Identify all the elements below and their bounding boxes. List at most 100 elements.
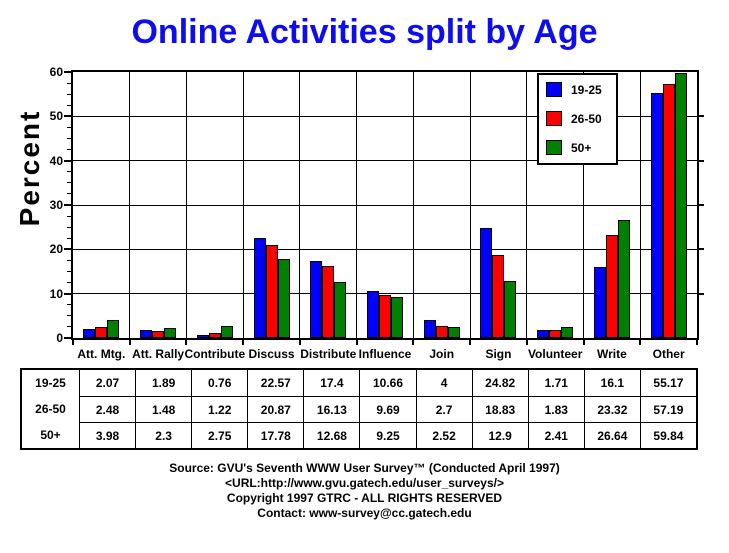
y-axis-minor-tick — [67, 82, 72, 84]
bar-19-25-sign — [480, 227, 493, 338]
y-axis-minor-tick — [67, 182, 72, 184]
bar-50+-att-rally — [164, 327, 177, 338]
gridline-horizontal — [73, 160, 697, 162]
gridline-vertical — [242, 72, 244, 338]
gridline-vertical — [129, 72, 131, 338]
y-axis-minor-tick — [67, 104, 72, 106]
x-axis-tick — [469, 340, 472, 345]
x-axis-tick — [525, 340, 528, 345]
footer-contact-line: Contact: www-survey@cc.gatech.edu — [257, 506, 472, 520]
legend-swatch-26-50 — [546, 111, 562, 126]
y-axis-major-tick — [64, 115, 72, 118]
y-axis-right-tick — [699, 248, 704, 251]
table-row-label: 26-50 — [35, 402, 66, 416]
table-cell: 22.57 — [247, 370, 303, 396]
gridline-vertical — [356, 72, 358, 338]
bar-50+-join — [447, 326, 460, 338]
y-axis-minor-tick — [67, 93, 72, 95]
y-axis-minor-tick — [67, 138, 72, 139]
bar-19-25-join — [423, 320, 436, 338]
y-axis-minor-tick — [67, 126, 72, 128]
table-cell: 55.17 — [639, 370, 696, 396]
y-axis-minor-tick — [67, 282, 72, 284]
x-axis-category-label: Write — [597, 347, 627, 361]
x-axis-category-label: Other — [652, 347, 685, 361]
x-axis-tick — [128, 340, 131, 345]
y-axis-minor-tick — [67, 304, 72, 306]
y-axis-minor-tick — [67, 259, 72, 261]
legend-swatch-19-25 — [546, 82, 562, 97]
bar-19-25-other — [650, 93, 663, 338]
table-cell: 24.82 — [471, 370, 528, 396]
legend-label: 19-25 — [571, 82, 602, 97]
bar-26-50-other — [662, 84, 675, 338]
bar-50+-write — [617, 219, 630, 338]
legend-label: 50+ — [571, 140, 592, 155]
table-cell: 3.98 — [79, 422, 136, 448]
table-cell: 23.32 — [583, 396, 640, 422]
y-axis-minor-tick — [67, 193, 72, 195]
legend-entry: 19-25 — [539, 75, 616, 104]
bar-19-25-contribute — [196, 334, 209, 338]
table-cell: 2.7 — [415, 396, 472, 422]
y-axis-minor-tick — [67, 271, 72, 272]
table-cell: 1.89 — [135, 370, 191, 396]
bar-26-50-sign — [492, 254, 505, 338]
bar-50+-discuss — [277, 259, 290, 338]
bar-26-50-influence — [379, 295, 391, 338]
bar-50+-distribute — [334, 281, 347, 338]
bar-19-25-discuss — [253, 237, 266, 338]
x-axis-tick — [412, 340, 415, 345]
x-axis-tick — [185, 340, 188, 345]
table-cell: 9.69 — [359, 396, 416, 422]
x-axis-category-label: Discuss — [248, 347, 295, 361]
gridline-vertical — [469, 72, 471, 338]
table-cell: 1.22 — [191, 396, 248, 422]
data-table: 19-25 2.07 1.89 0.76 22.57 17.4 10.66 4 24.82 1.7… — [20, 368, 698, 450]
x-axis-category-label: Join — [429, 347, 455, 361]
gridline-horizontal — [73, 248, 697, 250]
table-cell: 2.07 — [79, 370, 135, 396]
table-cell: 17.78 — [247, 422, 304, 448]
y-axis-minor-tick — [67, 171, 72, 173]
gridline-horizontal — [73, 115, 697, 117]
gridline-vertical — [526, 72, 528, 338]
table-cell: 2.52 — [415, 422, 472, 448]
gridline-horizontal — [73, 204, 697, 206]
y-axis-major-tick — [64, 204, 72, 206]
y-axis-major-tick — [64, 248, 72, 251]
table-cell: 10.66 — [359, 370, 415, 396]
bar-26-50-att-mtg- — [95, 327, 108, 338]
y-axis-tick-label: 10 — [49, 286, 63, 301]
table-row-label: 50+ — [40, 428, 61, 442]
y-axis-right-tick — [699, 115, 704, 118]
table-cell: 2.75 — [191, 422, 248, 448]
gridline-vertical — [185, 72, 187, 338]
y-axis-minor-tick — [67, 326, 72, 328]
y-axis-minor-tick — [67, 237, 72, 239]
legend-entry: 26-50 — [539, 104, 616, 133]
table-row-label: 19-25 — [35, 376, 66, 390]
x-axis-tick — [355, 340, 358, 345]
footer: Source: GVU's Seventh WWW User Survey™ (… — [0, 461, 729, 521]
table-cell: 59.84 — [639, 422, 696, 448]
table-cell: 1.48 — [135, 396, 192, 422]
gridline-vertical — [583, 72, 585, 338]
y-axis-major-tick — [64, 292, 72, 295]
y-axis-major-tick — [64, 337, 72, 339]
footer-url-line: <URL:http://www.gvu.gatech.edu/user_surv… — [225, 476, 504, 490]
y-axis-minor-tick — [67, 315, 72, 317]
table-cell: 20.87 — [247, 396, 304, 422]
legend-swatch-50+ — [546, 140, 562, 155]
bar-50+-other — [674, 72, 687, 338]
table-cell: 57.19 — [639, 396, 696, 422]
x-axis-category-label: Sign — [485, 347, 512, 361]
bar-19-25-distribute — [310, 260, 323, 338]
table-cell: 4 — [415, 370, 472, 396]
bar-26-50-volunteer — [549, 329, 562, 338]
y-axis-right-tick — [699, 159, 704, 162]
y-axis-minor-tick — [67, 215, 72, 217]
gridline-vertical — [299, 72, 301, 338]
bar-19-25-write — [593, 266, 606, 338]
